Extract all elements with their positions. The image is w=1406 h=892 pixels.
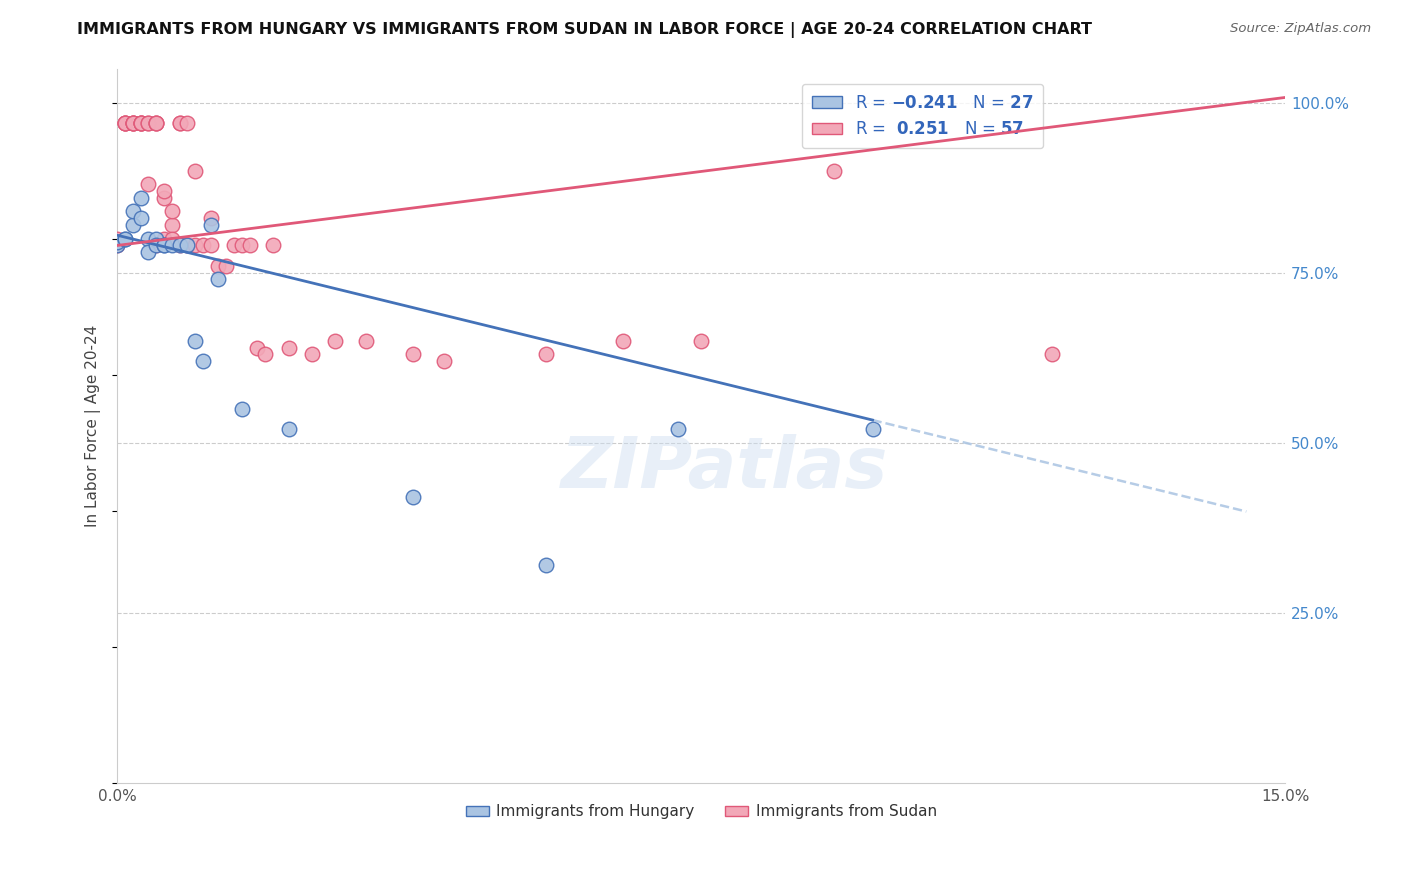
Point: [301, 347, 323, 361]
Point: [138, 178, 160, 192]
Point: [153, 238, 176, 252]
Text: IMMIGRANTS FROM HUNGARY VS IMMIGRANTS FROM SUDAN IN LABOR FORCE | AGE 20-24 CORR: IMMIGRANTS FROM HUNGARY VS IMMIGRANTS FR…: [77, 22, 1092, 38]
Point: [129, 191, 152, 205]
Point: [105, 238, 128, 252]
Point: [169, 116, 191, 130]
Y-axis label: In Labor Force | Age 20-24: In Labor Force | Age 20-24: [86, 325, 101, 527]
Point: [433, 354, 456, 368]
Point: [323, 334, 346, 348]
Point: [145, 232, 167, 246]
Point: [145, 238, 167, 252]
Point: [145, 116, 167, 130]
Point: [356, 334, 378, 348]
Point: [114, 116, 136, 130]
Point: [105, 232, 128, 246]
Point: [121, 116, 143, 130]
Point: [191, 354, 214, 368]
Point: [169, 238, 191, 252]
Point: [534, 558, 557, 573]
Legend: Immigrants from Hungary, Immigrants from Sudan: Immigrants from Hungary, Immigrants from…: [460, 798, 943, 825]
Point: [153, 238, 176, 252]
Point: [200, 211, 222, 226]
Point: [129, 116, 152, 130]
Point: [200, 238, 222, 252]
Point: [176, 238, 198, 252]
Point: [121, 116, 143, 130]
Point: [138, 116, 160, 130]
Point: [105, 235, 128, 249]
Point: [184, 163, 207, 178]
Point: [169, 238, 191, 252]
Point: [160, 238, 183, 252]
Point: [121, 204, 143, 219]
Point: [121, 116, 143, 130]
Point: [145, 116, 167, 130]
Point: [231, 401, 253, 416]
Point: [215, 259, 238, 273]
Point: [534, 347, 557, 361]
Point: [129, 211, 152, 226]
Point: [246, 341, 269, 355]
Point: [153, 184, 176, 198]
Point: [184, 238, 207, 252]
Point: [129, 116, 152, 130]
Point: [231, 238, 253, 252]
Text: ZIPatlas: ZIPatlas: [561, 434, 889, 503]
Point: [254, 347, 277, 361]
Point: [222, 238, 245, 252]
Point: [207, 259, 229, 273]
Point: [169, 116, 191, 130]
Point: [862, 422, 884, 436]
Point: [690, 334, 713, 348]
Point: [129, 116, 152, 130]
Point: [114, 232, 136, 246]
Point: [145, 238, 167, 252]
Point: [239, 238, 262, 252]
Point: [402, 347, 425, 361]
Point: [153, 191, 176, 205]
Point: [277, 422, 299, 436]
Text: Source: ZipAtlas.com: Source: ZipAtlas.com: [1230, 22, 1371, 36]
Point: [114, 116, 136, 130]
Point: [160, 218, 183, 232]
Point: [105, 235, 128, 249]
Point: [612, 334, 634, 348]
Point: [138, 116, 160, 130]
Point: [184, 334, 207, 348]
Point: [114, 116, 136, 130]
Point: [823, 163, 845, 178]
Point: [121, 218, 143, 232]
Point: [138, 232, 160, 246]
Point: [191, 238, 214, 252]
Point: [114, 232, 136, 246]
Point: [1040, 347, 1063, 361]
Point: [145, 116, 167, 130]
Point: [277, 341, 299, 355]
Point: [402, 490, 425, 504]
Point: [153, 232, 176, 246]
Point: [207, 272, 229, 286]
Point: [666, 422, 689, 436]
Point: [138, 245, 160, 260]
Point: [105, 238, 128, 252]
Point: [160, 204, 183, 219]
Point: [200, 218, 222, 232]
Point: [262, 238, 284, 252]
Point: [176, 116, 198, 130]
Point: [176, 238, 198, 252]
Point: [129, 116, 152, 130]
Point: [121, 116, 143, 130]
Point: [160, 232, 183, 246]
Point: [114, 116, 136, 130]
